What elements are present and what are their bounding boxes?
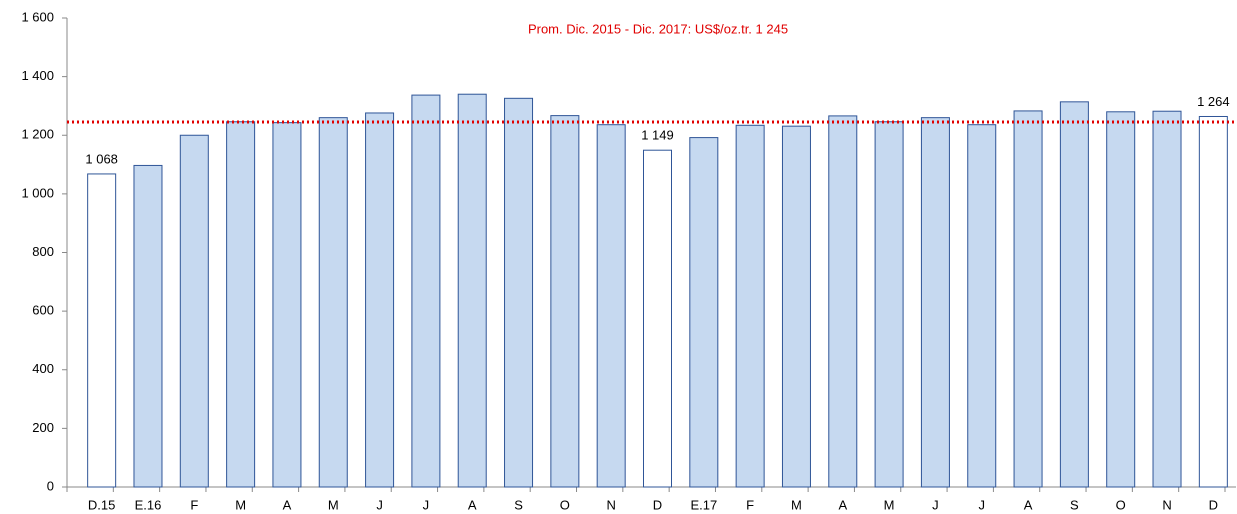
bar	[226, 121, 256, 488]
x-tick-label: J	[376, 497, 383, 512]
bar	[179, 134, 209, 488]
y-tick-label: 200	[32, 420, 54, 435]
annotation: Prom. Dic. 2015 - Dic. 2017: US$/oz.tr. …	[528, 21, 788, 36]
bar	[920, 117, 950, 488]
x-tick-label: O	[1116, 497, 1126, 512]
bar	[87, 173, 117, 488]
x-tick-label: M	[328, 497, 339, 512]
bar	[828, 115, 858, 488]
x-tick-label: A	[838, 497, 847, 512]
x-tick-label: J	[423, 497, 430, 512]
bar	[504, 97, 534, 488]
x-tick-label: E.17	[690, 497, 717, 512]
y-tick-label: 1 600	[21, 9, 54, 24]
bar	[365, 112, 395, 488]
bar	[1059, 101, 1089, 488]
x-tick-label: M	[791, 497, 802, 512]
x-tick-label: S	[1070, 497, 1079, 512]
x-tick-label: E.16	[135, 497, 162, 512]
value-label: 1 068	[85, 151, 118, 166]
x-tick-label: M	[884, 497, 895, 512]
bar	[411, 94, 441, 488]
x-tick-label: A	[283, 497, 292, 512]
bar	[1106, 111, 1136, 488]
bar	[272, 122, 302, 488]
y-tick-label: 600	[32, 303, 54, 318]
y-tick-label: 0	[47, 478, 54, 493]
y-tick-label: 400	[32, 361, 54, 376]
y-tick-label: 1 000	[21, 185, 54, 200]
x-tick-label: M	[235, 497, 246, 512]
bar	[318, 117, 348, 488]
value-label: 1 264	[1197, 94, 1230, 109]
value-label: 1 149	[641, 128, 674, 143]
x-tick-label: F	[746, 497, 754, 512]
bar	[550, 115, 580, 488]
bar	[1152, 110, 1182, 488]
y-tick-label: 1 400	[21, 68, 54, 83]
bar	[643, 149, 672, 488]
x-tick-label: S	[514, 497, 523, 512]
bar	[874, 121, 904, 488]
bar	[1013, 110, 1043, 488]
x-tick-label: J	[978, 497, 985, 512]
x-tick-label: D	[653, 497, 662, 512]
bar	[457, 93, 487, 488]
x-tick-label: J	[932, 497, 939, 512]
x-tick-label: N	[606, 497, 615, 512]
bar	[133, 164, 163, 488]
y-tick-label: 1 200	[21, 127, 54, 142]
bar	[735, 124, 765, 488]
bar	[781, 125, 811, 488]
x-tick-label: A	[1024, 497, 1033, 512]
bar	[689, 137, 719, 488]
bar	[967, 124, 997, 488]
bar	[596, 124, 626, 488]
x-tick-label: D.15	[88, 497, 115, 512]
x-tick-label: A	[468, 497, 477, 512]
bar	[1198, 115, 1228, 488]
x-tick-label: F	[190, 497, 198, 512]
x-tick-label: D	[1209, 497, 1218, 512]
y-tick-label: 800	[32, 244, 54, 259]
x-tick-label: N	[1162, 497, 1171, 512]
x-tick-label: O	[560, 497, 570, 512]
